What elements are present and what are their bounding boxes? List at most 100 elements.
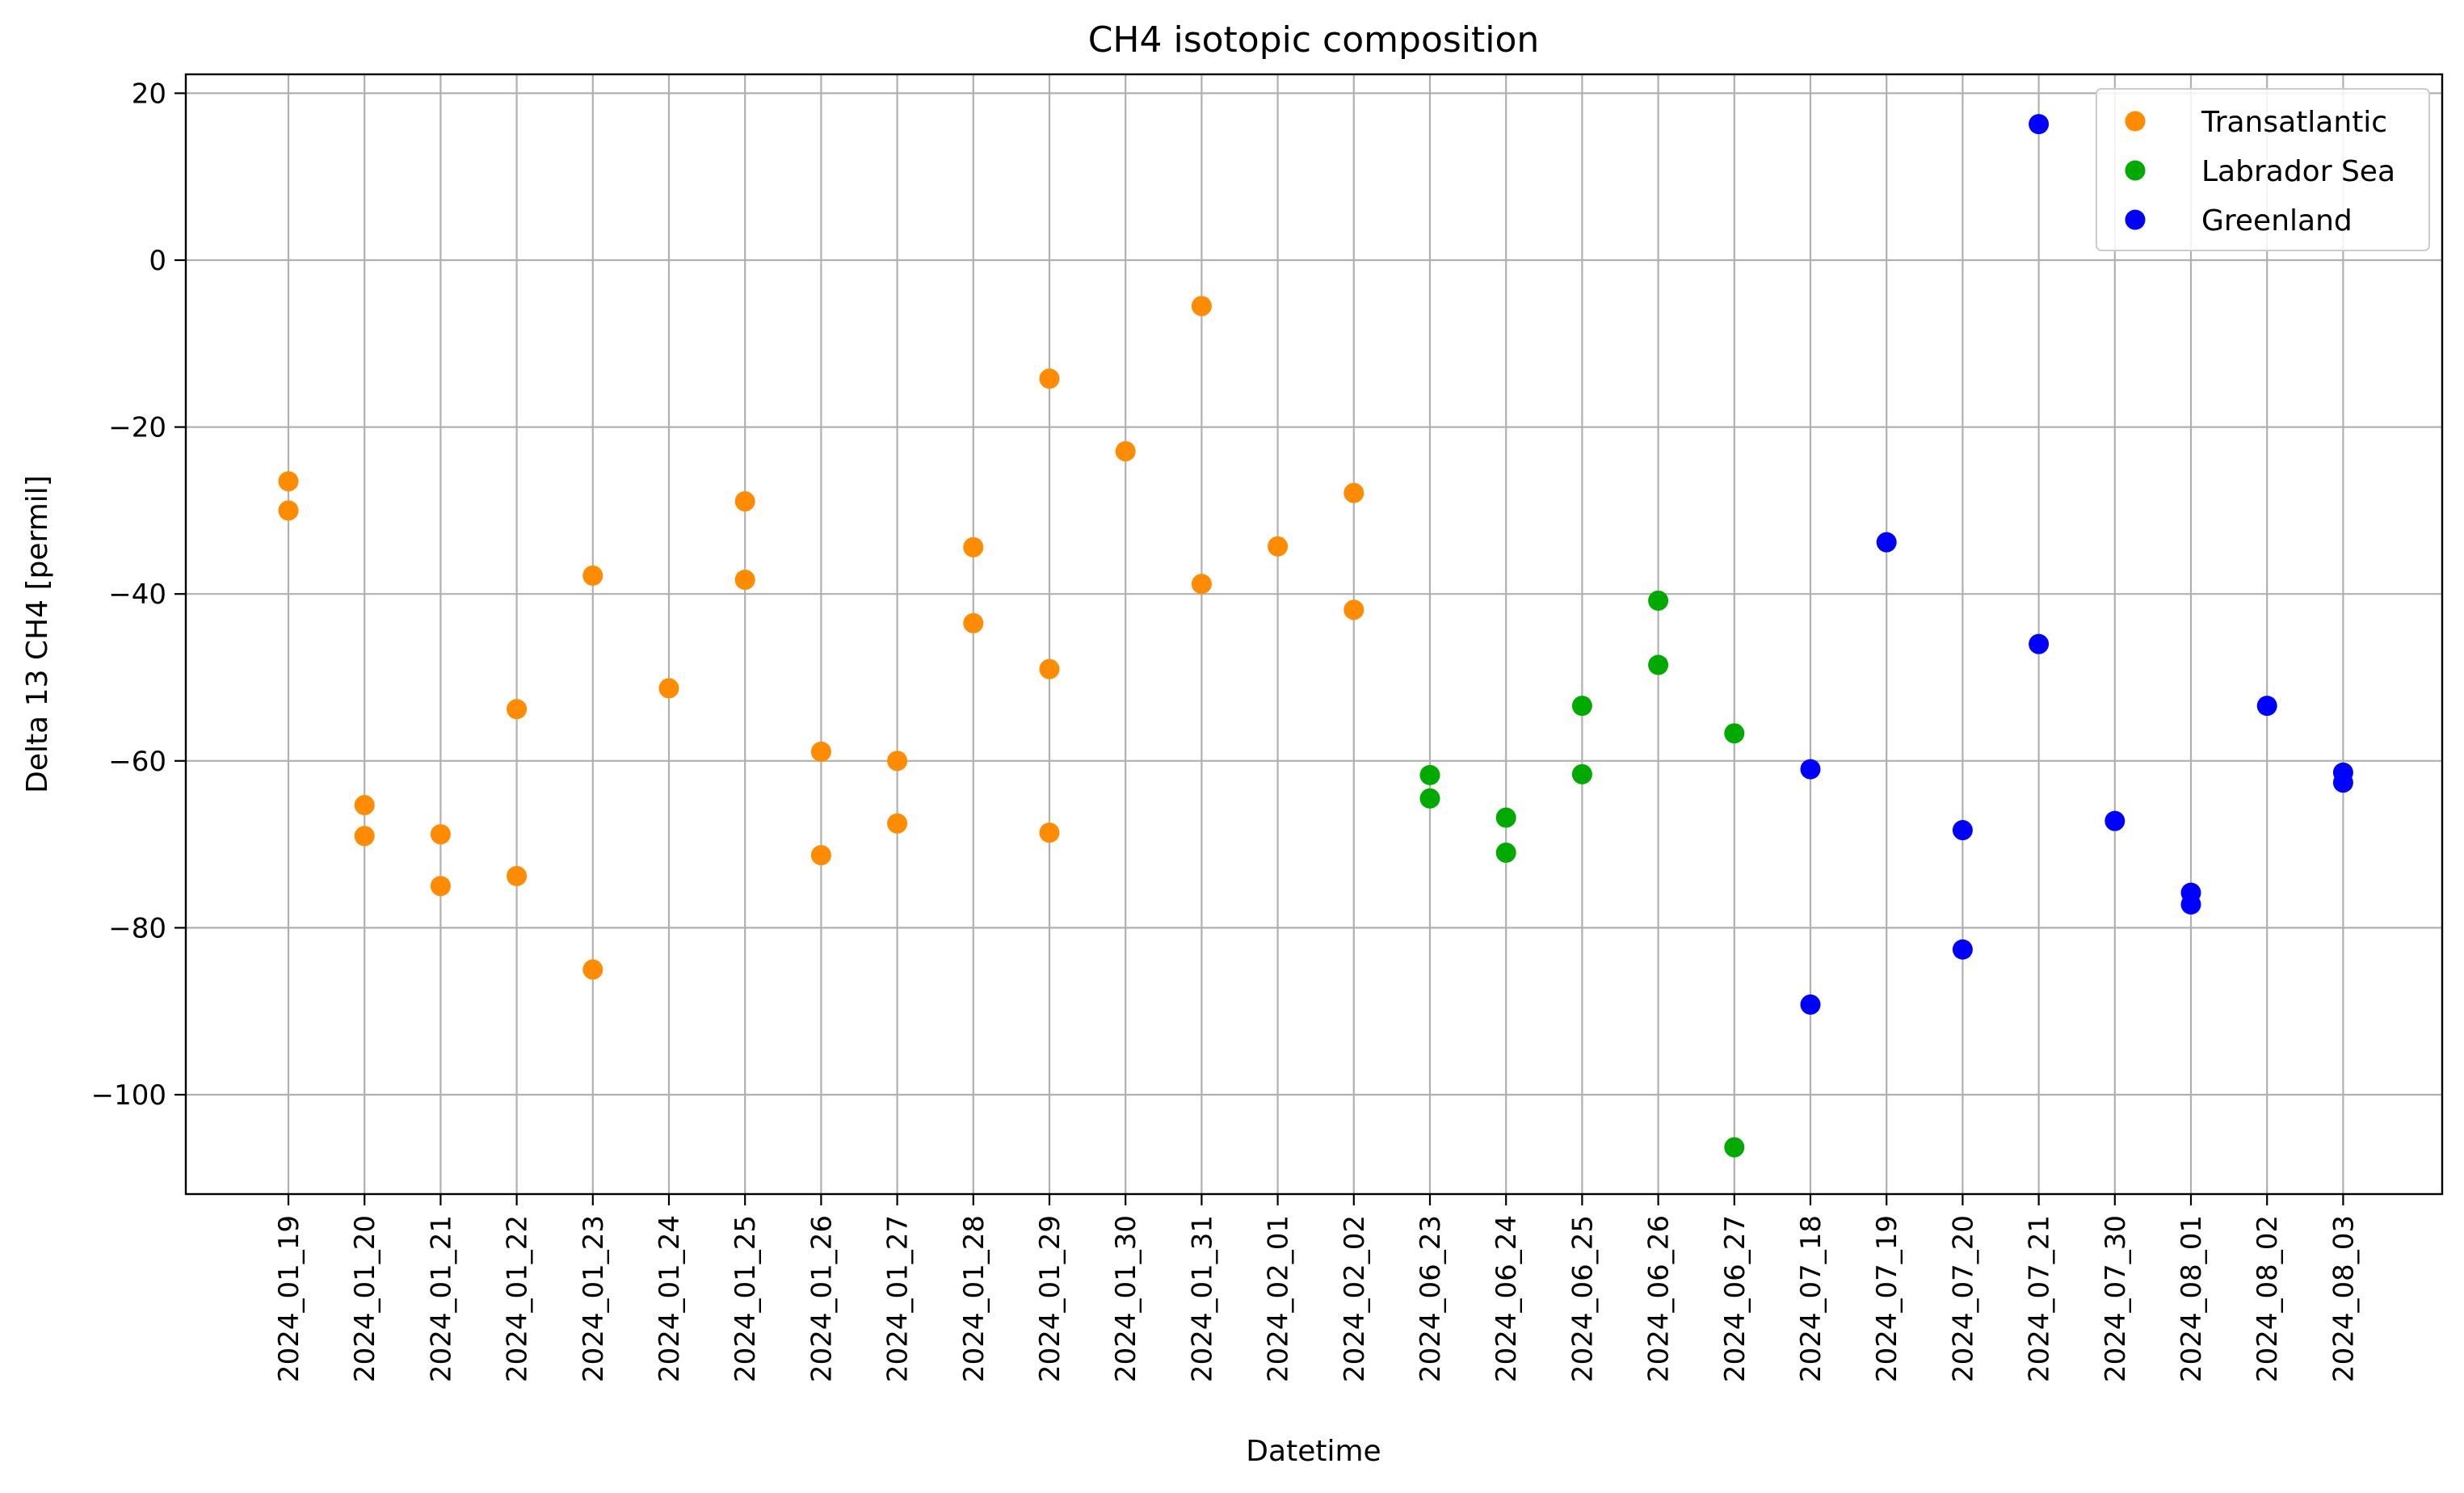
y-tick-label: −20 xyxy=(108,412,166,444)
x-tick-label: 2024_08_02 xyxy=(2252,1215,2284,1382)
data-point xyxy=(354,795,375,816)
legend-marker xyxy=(2125,160,2146,181)
data-point xyxy=(1419,764,1440,785)
x-tick-label: 2024_01_26 xyxy=(805,1215,838,1382)
x-tick-label: 2024_08_03 xyxy=(2327,1215,2360,1382)
series-labrador-sea xyxy=(1419,590,1745,1158)
data-point xyxy=(354,826,375,847)
x-tick-label: 2024_01_31 xyxy=(1186,1215,1218,1382)
data-point xyxy=(507,865,528,886)
y-axis: 20 0 −20 −40 −60 −80 −100 xyxy=(91,78,186,1112)
x-tick-label: 2024_06_23 xyxy=(1415,1215,1447,1382)
data-point xyxy=(430,876,451,897)
data-point xyxy=(2029,633,2050,654)
data-point xyxy=(2332,772,2353,793)
x-tick-label: 2024_06_24 xyxy=(1491,1215,1523,1382)
x-tick-label: 2024_06_27 xyxy=(1719,1215,1751,1382)
data-point xyxy=(2180,894,2201,915)
data-point xyxy=(1952,820,1973,841)
x-tick-label: 2024_01_25 xyxy=(730,1215,762,1382)
data-point xyxy=(1724,723,1745,744)
data-point xyxy=(1571,763,1592,784)
x-tick-label: 2024_01_19 xyxy=(273,1215,305,1382)
y-tick-label: −60 xyxy=(108,746,166,778)
series-transatlantic xyxy=(278,296,1364,980)
x-tick-label: 2024_08_01 xyxy=(2176,1215,2208,1382)
x-tick-label: 2024_01_28 xyxy=(958,1215,990,1382)
x-tick-label: 2024_01_29 xyxy=(1034,1215,1066,1382)
y-tick-label: −80 xyxy=(108,912,166,944)
data-point xyxy=(278,471,299,492)
legend-label: Labrador Sea xyxy=(2201,155,2395,188)
data-point xyxy=(963,536,984,557)
x-tick-label: 2024_06_25 xyxy=(1566,1215,1599,1382)
data-point xyxy=(507,699,528,720)
x-tick-label: 2024_01_20 xyxy=(349,1215,381,1382)
y-axis-label: Delta 13 CH4 [permil] xyxy=(21,475,54,793)
x-tick-label: 2024_01_24 xyxy=(654,1215,686,1382)
data-point xyxy=(810,845,831,866)
data-point xyxy=(1724,1137,1745,1158)
data-point xyxy=(1191,574,1212,595)
data-point xyxy=(582,565,603,586)
data-point xyxy=(1495,807,1516,828)
data-point xyxy=(2104,810,2126,831)
data-point xyxy=(2029,114,2050,135)
x-tick-label: 2024_07_19 xyxy=(1871,1215,1903,1382)
data-point xyxy=(1039,658,1060,679)
data-point xyxy=(1648,590,1669,611)
data-point xyxy=(1343,599,1364,620)
data-point xyxy=(734,570,755,591)
data-point xyxy=(1191,296,1212,317)
series-greenland xyxy=(1800,114,2353,1015)
x-axis-label: Datetime xyxy=(1246,1435,1381,1468)
legend: Transatlantic Labrador Sea Greenland xyxy=(2096,88,2430,251)
x-tick-label: 2024_01_30 xyxy=(1110,1215,1142,1382)
x-tick-label: 2024_01_21 xyxy=(425,1215,457,1382)
data-point xyxy=(887,751,908,772)
data-point xyxy=(278,500,299,521)
data-point xyxy=(1039,368,1060,389)
legend-marker xyxy=(2125,111,2146,132)
x-tick-label: 2024_01_27 xyxy=(882,1215,915,1382)
legend-label: Transatlantic xyxy=(2201,106,2387,139)
y-tick-label: −40 xyxy=(108,578,166,611)
data-point xyxy=(1268,536,1289,557)
points-layer xyxy=(278,114,2353,1158)
legend-marker xyxy=(2125,209,2146,230)
data-point xyxy=(963,612,984,633)
x-tick-label: 2024_02_01 xyxy=(1263,1215,1295,1382)
data-point xyxy=(887,813,908,834)
data-point xyxy=(1343,482,1364,503)
x-tick-label: 2024_07_20 xyxy=(1947,1215,1979,1382)
data-point xyxy=(582,959,603,980)
x-tick-label: 2024_06_26 xyxy=(1643,1215,1676,1382)
data-point xyxy=(2256,696,2277,717)
x-tick-label: 2024_07_30 xyxy=(2100,1215,2132,1382)
data-point xyxy=(1648,654,1669,675)
x-axis: 2024_01_19 2024_01_20 2024_01_21 2024_01_22… xyxy=(273,1194,2360,1382)
data-point xyxy=(1495,842,1516,863)
data-point xyxy=(1115,441,1136,462)
x-tick-label: 2024_01_23 xyxy=(578,1215,610,1382)
grid-layer xyxy=(186,74,2442,1194)
chart-title: CH4 isotopic composition xyxy=(1088,19,1540,61)
y-tick-label: 0 xyxy=(149,245,166,277)
x-tick-label: 2024_01_22 xyxy=(502,1215,534,1382)
data-point xyxy=(1876,532,1897,553)
data-point xyxy=(1952,939,1973,960)
legend-box xyxy=(2096,88,2430,251)
x-tick-label: 2024_02_02 xyxy=(1339,1215,1371,1382)
data-point xyxy=(734,491,755,512)
legend-label: Greenland xyxy=(2201,204,2353,238)
plot-frame xyxy=(184,73,2444,1196)
data-point xyxy=(810,741,831,762)
data-point xyxy=(1419,788,1440,809)
y-tick-label: 20 xyxy=(132,78,166,110)
data-point xyxy=(658,678,679,699)
data-point xyxy=(1039,822,1060,843)
x-tick-label: 2024_07_21 xyxy=(2024,1215,2056,1382)
data-point xyxy=(1800,759,1821,780)
